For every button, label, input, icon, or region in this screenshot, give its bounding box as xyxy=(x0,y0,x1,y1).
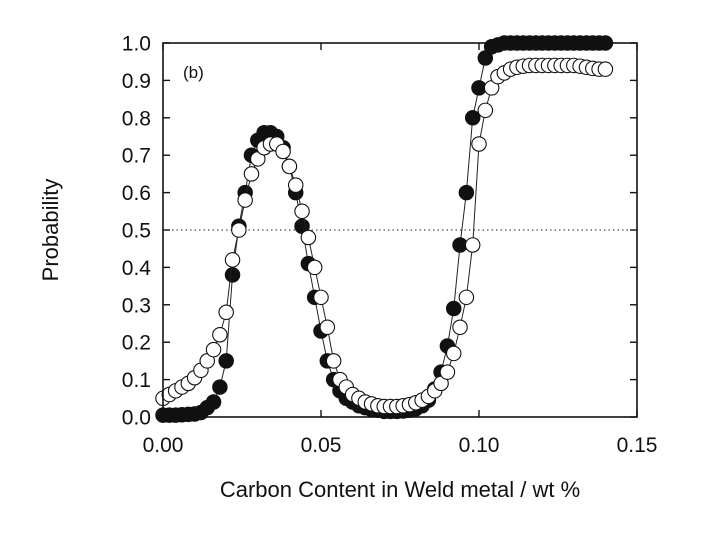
x-tick-label: 0.05 xyxy=(301,434,342,457)
y-tick-label: 0.5 xyxy=(122,220,151,243)
filled-data-point xyxy=(224,267,241,283)
open-data-point xyxy=(439,364,456,380)
open-data-point xyxy=(313,289,329,306)
y-tick-label: 0.3 xyxy=(122,294,151,317)
open-data-point xyxy=(287,177,304,193)
open-data-point xyxy=(218,304,234,321)
y-tick-label: 0.9 xyxy=(122,70,151,93)
open-data-point xyxy=(471,136,487,152)
series-layer xyxy=(155,35,614,423)
y-tick-label: 1.0 xyxy=(122,33,151,56)
y-tick-label: 0.2 xyxy=(122,332,151,355)
y-tick-label: 0.1 xyxy=(122,369,151,392)
open-data-point xyxy=(319,319,336,335)
open-data-point xyxy=(212,326,228,343)
open-data-point xyxy=(477,102,494,119)
x-tick-label: 0.00 xyxy=(143,434,184,457)
open-data-point xyxy=(458,289,475,306)
open-data-point xyxy=(224,252,241,268)
y-tick-label: 0.4 xyxy=(122,257,152,280)
open-data-point xyxy=(445,345,462,362)
y-tick-label: 0.6 xyxy=(122,182,151,205)
y-axis-title: Probability xyxy=(38,179,63,282)
open-data-point xyxy=(300,229,317,246)
open-data-point xyxy=(281,158,298,175)
panel-label: (b) xyxy=(183,63,204,82)
series-1 xyxy=(155,57,614,415)
open-data-point xyxy=(237,192,253,208)
series-0 xyxy=(155,35,614,423)
open-data-point xyxy=(243,166,260,182)
open-data-point xyxy=(205,341,222,358)
filled-data-point xyxy=(218,353,234,369)
filled-data-point xyxy=(445,300,462,317)
y-tick-label: 0.7 xyxy=(122,145,151,168)
filled-data-point xyxy=(212,379,228,395)
x-tick-label: 0.10 xyxy=(459,434,500,457)
y-tick-label: 0.8 xyxy=(122,107,151,130)
x-tick-label: 0.15 xyxy=(617,434,658,457)
filled-data-point xyxy=(458,184,475,201)
y-tick-label: 0.0 xyxy=(122,407,151,430)
open-data-point xyxy=(597,61,614,77)
x-axis-title: Carbon Content in Weld metal / wt % xyxy=(220,477,580,502)
open-data-point xyxy=(275,143,291,160)
open-data-point xyxy=(325,353,342,369)
open-data-point xyxy=(294,203,310,220)
filled-data-point xyxy=(205,394,222,410)
filled-data-point xyxy=(464,110,481,126)
open-data-point xyxy=(464,237,481,253)
open-data-point xyxy=(452,319,468,335)
open-data-point xyxy=(306,259,323,276)
open-data-point xyxy=(231,222,247,238)
tick-layer: 0.00 0.05 0.10 0.15 0.0 0.1 0.2 0.3 0.4 0.5 0.6 0.7… xyxy=(122,33,658,458)
